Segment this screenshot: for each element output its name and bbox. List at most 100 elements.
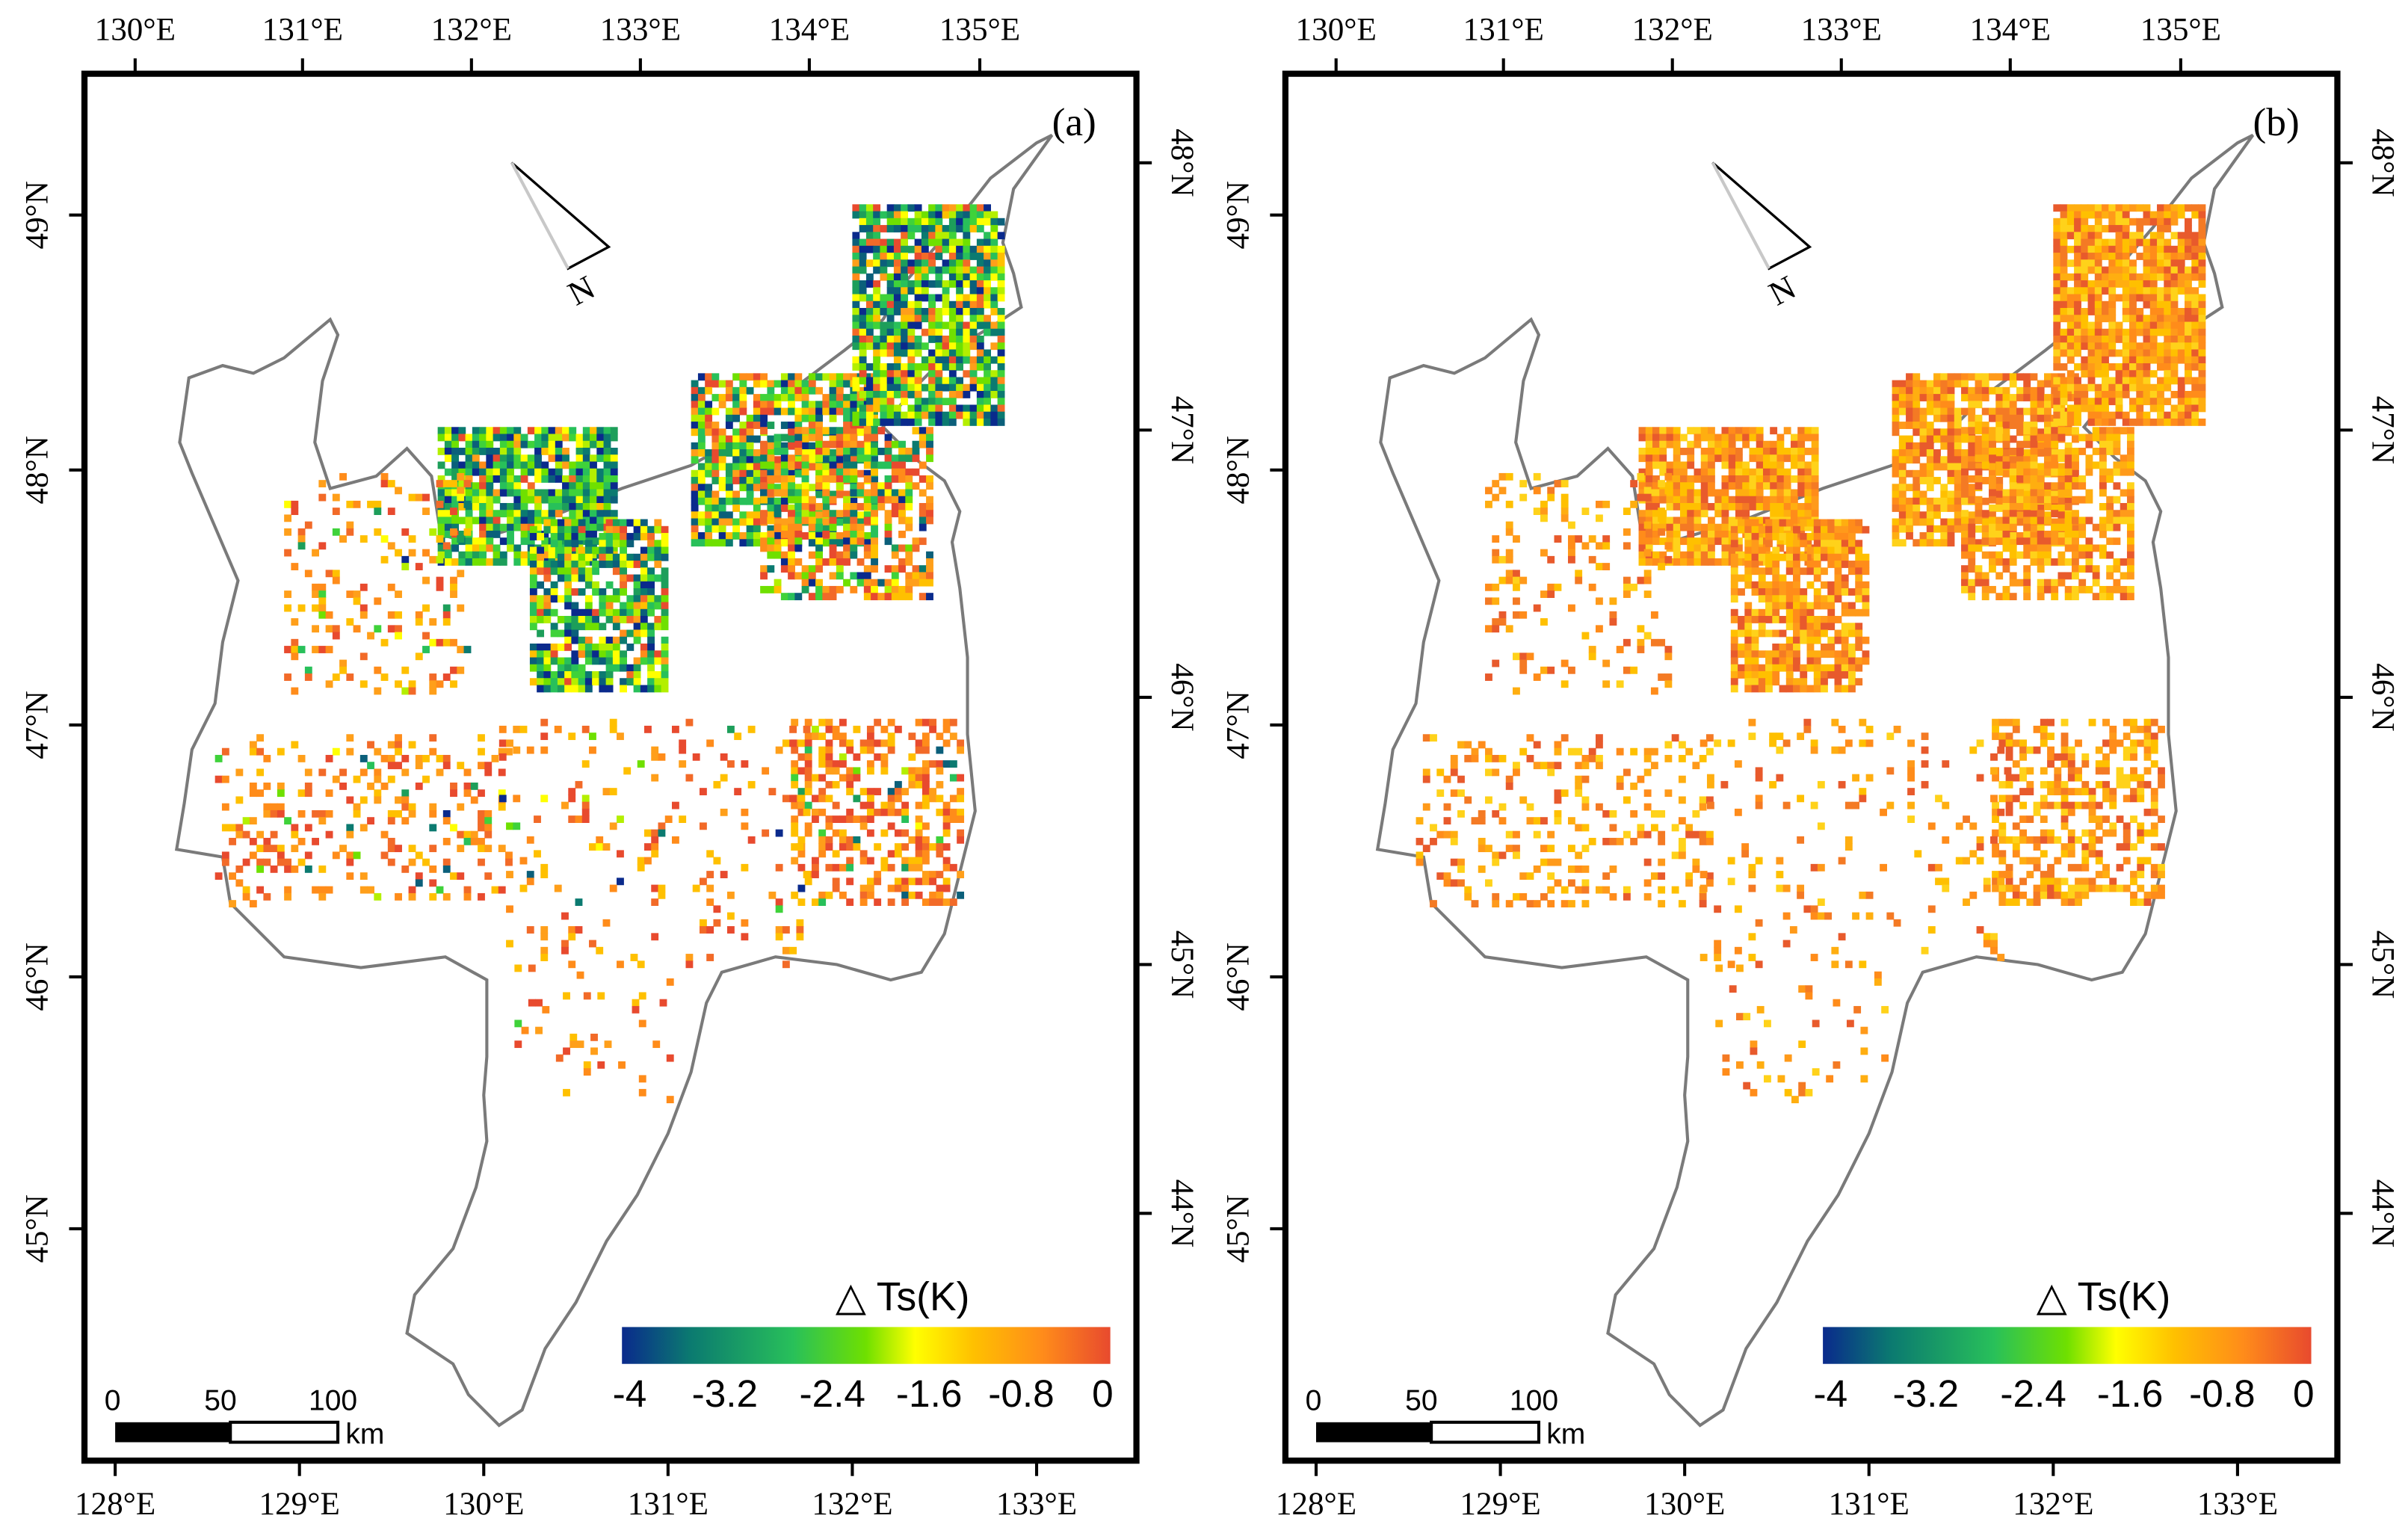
raster-pixel (886, 349, 895, 357)
raster-pixel (291, 646, 299, 653)
raster-pixel (603, 482, 611, 490)
raster-pixel (325, 611, 333, 619)
raster-pixel (859, 746, 868, 754)
raster-pixel (873, 259, 881, 268)
raster-pixel (706, 884, 714, 892)
raster-pixel (1728, 482, 1736, 490)
raster-pixel (647, 567, 655, 576)
raster-pixel (874, 808, 882, 816)
raster-pixel (1855, 525, 1863, 534)
raster-pixel (797, 739, 806, 747)
raster-pixel (633, 581, 641, 589)
raster-pixel (526, 926, 534, 934)
raster-pixel (863, 579, 871, 587)
raster-pixel (794, 530, 803, 538)
raster-pixel (718, 497, 726, 505)
raster-pixel (760, 565, 768, 573)
raster-pixel (990, 287, 998, 295)
raster-pixel (568, 960, 576, 969)
raster-pixel (2198, 266, 2206, 274)
raster-pixel (767, 511, 775, 519)
raster-pixel (976, 321, 984, 330)
raster-pixel (1834, 574, 1842, 582)
raster-pixel (863, 585, 871, 593)
raster-pixel (797, 788, 806, 796)
raster-pixel (325, 886, 333, 894)
raster-pixel (513, 551, 522, 559)
raster-pixel (976, 377, 984, 385)
raster-pixel (2053, 315, 2061, 323)
raster-pixel (596, 482, 605, 490)
raster-pixel (1926, 525, 1934, 533)
raster-pixel (726, 926, 735, 934)
raster-pixel (928, 218, 936, 226)
raster-pixel (859, 253, 867, 260)
raster-pixel (1793, 540, 1800, 548)
raster-pixel (564, 519, 572, 527)
raster-pixel (1848, 678, 1856, 686)
raster-pixel (465, 434, 473, 442)
raster-pixel (529, 644, 537, 651)
raster-pixel (353, 500, 361, 508)
raster-pixel (921, 383, 929, 392)
raster-pixel (1848, 670, 1856, 679)
raster-pixel (914, 218, 922, 226)
raster-pixel (912, 565, 920, 573)
raster-pixel (699, 788, 707, 796)
raster-pixel (880, 739, 889, 747)
raster-pixel (2071, 469, 2079, 478)
raster-pixel (2094, 218, 2102, 226)
raster-pixel (852, 273, 860, 281)
raster-pixel (1841, 519, 1849, 527)
raster-pixel (507, 427, 514, 435)
raster-pixel (437, 489, 445, 497)
raster-pixel (1785, 595, 1794, 603)
raster-pixel (760, 448, 768, 455)
raster-pixel (852, 280, 860, 288)
raster-pixel (901, 767, 910, 775)
raster-pixel (997, 245, 1005, 253)
raster-pixel (2198, 204, 2206, 212)
raster-pixel (444, 427, 452, 435)
raster-pixel (873, 280, 881, 288)
raster-pixel (479, 482, 487, 490)
raster-pixel (304, 673, 312, 681)
raster-pixel (1811, 454, 1819, 463)
raster-pixel (1765, 616, 1773, 623)
raster-pixel (907, 259, 916, 268)
raster-pixel (568, 926, 576, 934)
raster-pixel (498, 789, 506, 798)
raster-pixel (1919, 497, 1927, 505)
raster-pixel (1906, 497, 1913, 505)
raster-pixel (863, 565, 871, 573)
raster-pixel (242, 886, 250, 894)
raster-pixel (893, 253, 901, 260)
raster-pixel (304, 851, 312, 860)
raster-pixel (1961, 386, 1969, 395)
raster-pixel (936, 767, 944, 775)
raster-pixel (1680, 551, 1688, 559)
raster-pixel (401, 796, 410, 804)
raster-pixel (997, 383, 1005, 392)
raster-pixel (640, 685, 648, 693)
raster-pixel (596, 836, 604, 844)
raster-pixel (865, 245, 874, 253)
raster-pixel (1800, 602, 1808, 610)
raster-pixel (815, 434, 823, 442)
raster-pixel (493, 551, 501, 559)
raster-pixel (825, 836, 833, 844)
raster-pixel (620, 664, 627, 672)
raster-pixel (997, 273, 1005, 281)
raster-pixel (2087, 287, 2096, 295)
raster-pixel (444, 523, 452, 531)
raster-pixel (2108, 211, 2117, 219)
raster-pixel (829, 386, 837, 395)
raster-pixel (654, 650, 662, 659)
raster-pixel (846, 843, 854, 851)
raster-pixel (1730, 567, 1738, 576)
raster-pixel (284, 865, 292, 873)
raster-pixel (822, 558, 830, 566)
raster-pixel (535, 999, 543, 1007)
raster-pixel (429, 845, 437, 853)
raster-pixel (1770, 448, 1778, 455)
